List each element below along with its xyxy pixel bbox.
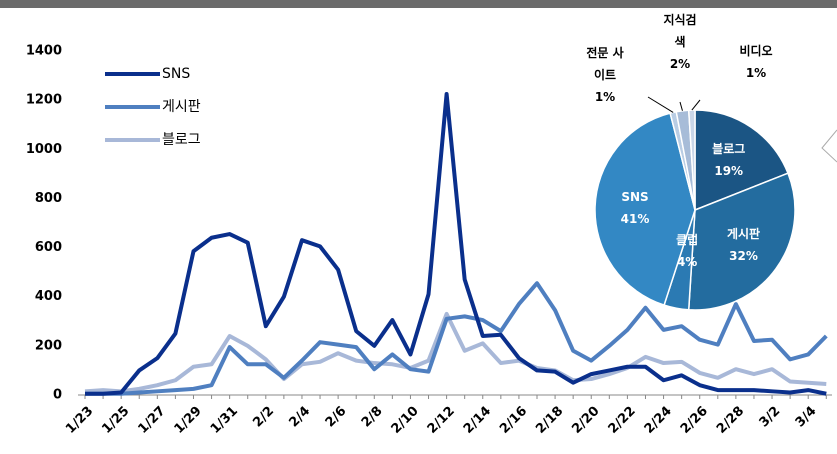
slice-label: 클럽 4% [676, 229, 698, 273]
legend-label: 블로그 [162, 132, 201, 148]
y-tick-label: 1200 [26, 93, 62, 108]
slice-label: SNS 41% [621, 186, 650, 230]
x-tick-label: 1/27 [135, 404, 168, 437]
y-tick-label: 0 [53, 388, 62, 403]
slice-label: 지식검색 2% [660, 9, 700, 75]
leader-line [679, 101, 683, 111]
x-tick-label: 1/23 [63, 404, 96, 437]
x-tick-label: 1/29 [172, 404, 205, 437]
y-tick-label: 1000 [26, 142, 62, 157]
x-tick-label: 2/8 [359, 404, 386, 431]
pie-slice [694, 109, 789, 212]
label-part: 19% [714, 164, 744, 179]
pie-slice [594, 112, 696, 307]
slice-label: 전문 사이트 1% [585, 42, 625, 108]
label-part: 41% [620, 212, 650, 227]
x-tick-label: 2/2 [250, 404, 277, 431]
x-tick-label: 2/28 [714, 404, 747, 437]
x-tick-label: 2/14 [461, 404, 494, 437]
label-part: 1% [594, 90, 616, 104]
x-tick-label: 2/22 [606, 404, 639, 437]
x-tick-label: 2/6 [323, 404, 350, 431]
x-tick-label: 2/24 [642, 404, 675, 437]
line-series [85, 281, 828, 396]
legend-label: SNS [162, 66, 190, 82]
label-part: SNS [621, 190, 649, 205]
legend-label: 게시판 [162, 99, 201, 115]
label-part: 4% [676, 255, 698, 270]
slice-label: 비디오 1% [736, 40, 776, 84]
x-tick-label: 2/20 [569, 404, 602, 437]
label-part: 전문 사이트 [586, 46, 624, 82]
decoration [821, 129, 837, 163]
x-tick-label: 2/10 [389, 404, 422, 437]
y-tick-label: 200 [35, 338, 62, 353]
x-tick-label: 1/25 [99, 404, 132, 437]
label-part: 지식검색 [663, 13, 697, 49]
label-part: 2% [669, 57, 691, 71]
x-tick-label: 2/26 [678, 404, 711, 437]
line-series [85, 92, 827, 396]
slice-label: 블로그 19% [712, 138, 745, 182]
label-part: 클럽 [676, 233, 699, 248]
x-tick-label: 2/4 [287, 404, 314, 431]
leader-line [647, 96, 674, 113]
y-tick-label: 600 [35, 240, 62, 255]
x-tick-label: 2/12 [425, 404, 458, 437]
label-part: 비디오 [739, 44, 773, 58]
label-part: 블로그 [712, 142, 746, 157]
x-tick-label: 3/2 [757, 404, 784, 431]
leader-line [691, 99, 701, 111]
x-tick-label: 2/18 [533, 404, 566, 437]
y-tick-label: 1400 [26, 44, 62, 59]
top-bar [0, 0, 837, 8]
label-part: 32% [729, 249, 758, 264]
line-series [84, 311, 827, 394]
y-tick-label: 400 [35, 289, 62, 304]
x-tick-label: 3/4 [793, 404, 820, 431]
y-tick-label: 800 [35, 191, 62, 206]
label-part: 게시판 [726, 227, 761, 242]
label-part: 1% [745, 66, 767, 80]
x-tick-label: 1/31 [208, 404, 241, 437]
x-tick-label: 2/16 [497, 404, 530, 437]
pie-slice [687, 172, 796, 311]
slice-label: 게시판 32% [726, 223, 762, 267]
